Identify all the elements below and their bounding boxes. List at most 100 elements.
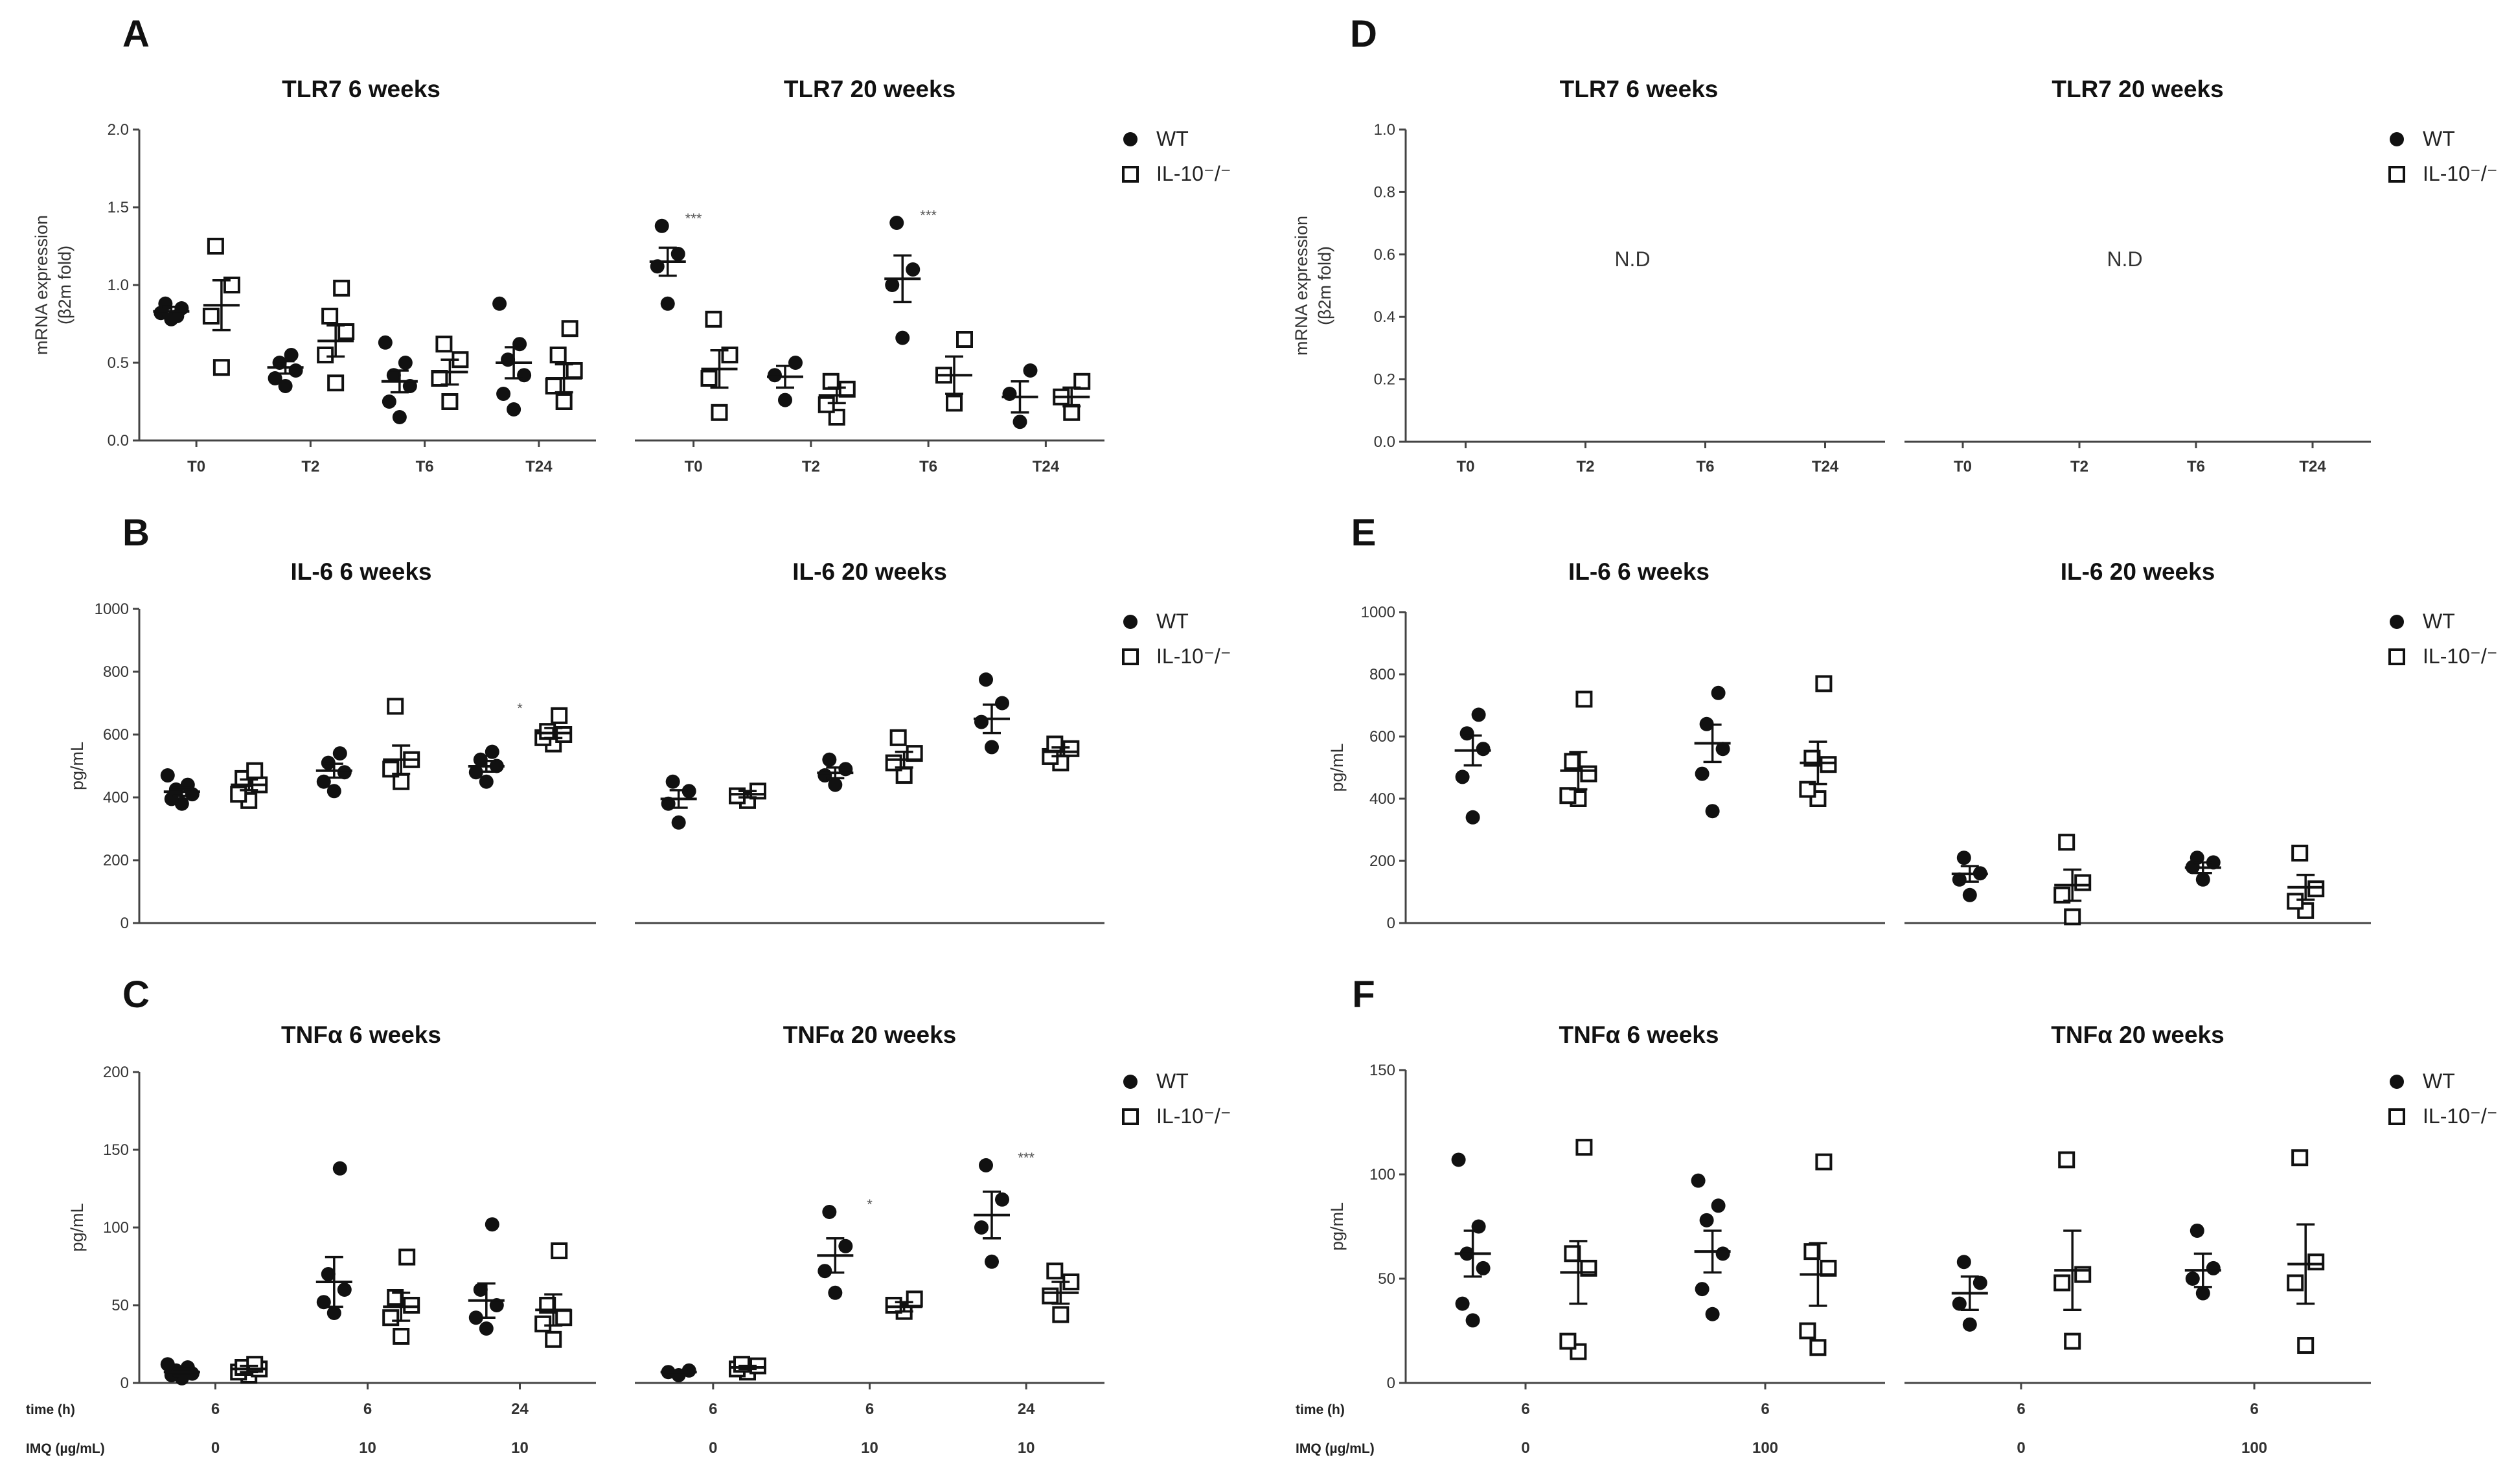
- error-bar-ko: [545, 363, 582, 394]
- data-point-ko: [207, 238, 224, 255]
- x-tick-label-imq: 10: [359, 1439, 376, 1457]
- data-point-wt: [517, 368, 532, 383]
- legend-ko-marker: [1122, 1108, 1139, 1125]
- x-tick-label: T2: [2070, 458, 2088, 475]
- error-bar-wt: [974, 1191, 1010, 1240]
- subplot-F-2: TNFα 20 weeks 6 0 6 100: [1904, 1022, 2371, 1457]
- data-point-ko: [1073, 372, 1091, 390]
- subplot-A-1: TLR7 6 weeks T0 T2 T6 T24: [139, 76, 596, 475]
- x-tick-label: 6: [363, 1400, 372, 1418]
- panel-F: F 0 50 100 150 pg/mL time (h) IMQ (µg/mL) WT IL-1…: [1296, 974, 2498, 1457]
- subplot-title: TLR7 6 weeks: [1560, 76, 1719, 102]
- y-tick-label: 0.8: [1374, 183, 1395, 201]
- subplot-E-1: IL-6 6 weeks: [1406, 558, 1885, 924]
- row-label-imq: IMQ (µg/mL): [26, 1441, 105, 1456]
- data-point-ko: [387, 698, 404, 715]
- x-tick-label: 6: [211, 1400, 220, 1418]
- data-point-wt: [1711, 685, 1726, 700]
- error-bar-ko: [535, 1293, 572, 1327]
- data-point-wt: [1455, 770, 1470, 784]
- data-point-ko: [885, 1297, 902, 1314]
- error-bar-ko: [936, 355, 972, 395]
- x-tick-label: T24: [1033, 458, 1060, 475]
- data-point-wt: [995, 696, 1009, 711]
- subplot-title: TLR7 6 weeks: [282, 76, 440, 102]
- data-point-ko: [545, 1330, 562, 1348]
- y-tick-label: 0.2: [1374, 371, 1395, 389]
- significance-marker: *: [517, 700, 523, 716]
- y-axis-label-text: pg/mL: [67, 1203, 87, 1251]
- data-point-wt: [492, 296, 507, 311]
- error-bar-ko: [1800, 740, 1836, 786]
- data-point-ko: [2053, 886, 2071, 904]
- data-point-ko: [729, 787, 746, 805]
- data-point-wt: [1695, 1282, 1710, 1297]
- error-bar-ko: [317, 324, 354, 358]
- y-tick-label: 400: [1369, 790, 1395, 808]
- y-tick-label: 150: [103, 1141, 129, 1159]
- subplot-title: IL-6 20 weeks: [792, 558, 947, 585]
- data-point-ko: [1564, 1245, 1581, 1262]
- not-detected-note: N.D: [2107, 247, 2142, 271]
- data-point-wt: [1465, 1313, 1480, 1328]
- data-point-ko: [327, 374, 345, 392]
- x-tick-label: 6: [865, 1400, 874, 1418]
- x-tick-label: 6: [709, 1400, 717, 1418]
- error-bar-wt: [381, 369, 418, 394]
- data-point-ko: [2074, 874, 2092, 891]
- data-point-ko: [1815, 1153, 1833, 1170]
- subplot-title: TNFα 6 weeks: [1559, 1022, 1719, 1048]
- data-point-wt: [473, 752, 488, 767]
- x-tick-label: T0: [187, 458, 205, 475]
- data-point-ko: [2291, 845, 2309, 862]
- panel-letter: A: [122, 13, 150, 55]
- legend: WT IL-10⁻/⁻: [1122, 1069, 1231, 1128]
- data-point-ko: [2053, 1274, 2071, 1292]
- subplot-title: IL-6 6 weeks: [290, 558, 431, 585]
- subplot-C-2: TNFα 20 weeks 6 0 6 10 * 24 10 ***: [635, 1022, 1104, 1457]
- data-point-wt: [337, 1283, 352, 1297]
- legend-wt-marker: [2390, 1075, 2404, 1089]
- x-tick-label-imq: 100: [2241, 1439, 2267, 1457]
- legend-ko-marker: [2388, 648, 2405, 665]
- error-bar-ko: [431, 358, 468, 386]
- data-point-wt: [1023, 363, 1038, 378]
- y-axis-label: pg/mL: [67, 1203, 87, 1251]
- y-tick-label: 1.0: [108, 277, 129, 294]
- panel-letter: E: [1351, 512, 1377, 554]
- data-point-wt: [392, 410, 407, 424]
- data-point-wt: [1459, 726, 1474, 741]
- error-bar-wt: [817, 766, 854, 780]
- data-point-ko: [956, 331, 973, 348]
- data-point-wt: [1962, 1317, 1977, 1332]
- data-point-ko: [1809, 1339, 1827, 1356]
- legend-ko-marker: [1122, 648, 1139, 665]
- legend: WT IL-10⁻/⁻: [1122, 610, 1231, 668]
- y-tick-label: 800: [103, 663, 129, 681]
- data-point-ko: [2064, 1332, 2081, 1350]
- data-point-ko: [1580, 765, 1597, 782]
- error-bar-ko: [818, 386, 855, 405]
- data-point-wt: [2185, 1272, 2200, 1286]
- data-point-wt: [1973, 1275, 1987, 1290]
- y-tick-label: 0.5: [108, 354, 129, 372]
- data-point-ko: [889, 729, 907, 746]
- legend-wt-label: WT: [1156, 127, 1189, 150]
- error-bar-wt: [163, 1367, 200, 1376]
- x-tick-label-imq: 0: [2017, 1439, 2025, 1457]
- y-axis-label-line2: (β2m fold): [55, 245, 74, 325]
- data-point-wt: [1715, 742, 1730, 757]
- y-axis-label: pg/mL: [1327, 743, 1347, 792]
- data-point-wt: [496, 387, 511, 401]
- legend-wt-label: WT: [1156, 610, 1189, 633]
- data-point-wt: [398, 356, 413, 370]
- data-point-ko: [566, 362, 583, 379]
- x-tick-label: T0: [1954, 458, 1972, 475]
- subplot-A-2: TLR7 20 weeks T0 *** T2 T6 *** T24: [635, 76, 1104, 475]
- error-bar-ko: [2287, 873, 2324, 901]
- x-tick-label-imq: 10: [511, 1439, 529, 1457]
- data-point-wt: [828, 1285, 843, 1300]
- error-bar-ko: [2054, 1229, 2091, 1312]
- error-bar-ko: [535, 727, 572, 740]
- error-bar-ko: [1800, 1242, 1836, 1307]
